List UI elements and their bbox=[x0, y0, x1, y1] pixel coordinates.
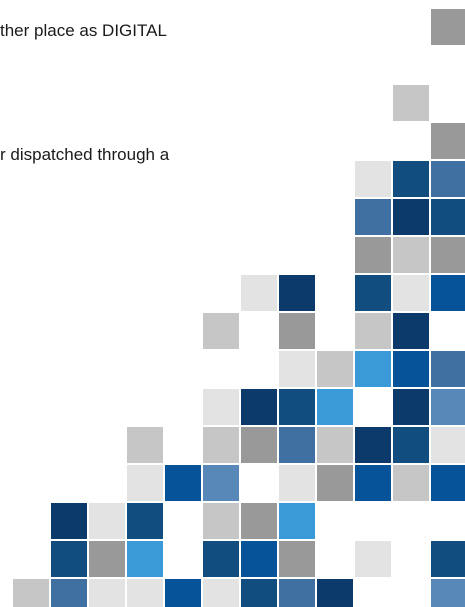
mosaic-tile bbox=[431, 427, 465, 463]
mosaic-tile bbox=[89, 579, 125, 607]
mosaic-tile bbox=[241, 275, 277, 311]
mosaic-tile bbox=[393, 389, 429, 425]
mosaic-tile bbox=[355, 427, 391, 463]
mosaic-tile bbox=[279, 389, 315, 425]
mosaic-tile bbox=[431, 9, 465, 45]
mosaic-tile bbox=[317, 427, 353, 463]
mosaic-tile bbox=[127, 427, 163, 463]
mosaic-tile bbox=[355, 237, 391, 273]
mosaic-tile bbox=[279, 351, 315, 387]
mosaic-tile bbox=[279, 503, 315, 539]
mosaic-tile bbox=[51, 579, 87, 607]
mosaic-tile bbox=[279, 541, 315, 577]
mosaic-tile bbox=[393, 427, 429, 463]
mosaic-tile bbox=[393, 351, 429, 387]
mosaic-tile bbox=[51, 503, 87, 539]
body-text-line-1: ther place as DIGITAL bbox=[0, 21, 167, 40]
mosaic-tile bbox=[165, 465, 201, 501]
mosaic-tile bbox=[127, 465, 163, 501]
body-text-line-2: r dispatched through a bbox=[0, 145, 170, 164]
mosaic-tile bbox=[317, 351, 353, 387]
mosaic-tile bbox=[203, 579, 239, 607]
mosaic-tile bbox=[355, 275, 391, 311]
mosaic-tile bbox=[279, 275, 315, 311]
mosaic-tile bbox=[127, 541, 163, 577]
mosaic-tile bbox=[355, 541, 391, 577]
mosaic-tile bbox=[431, 389, 465, 425]
mosaic-tile bbox=[203, 541, 239, 577]
mosaic-tile bbox=[355, 313, 391, 349]
mosaic-tile bbox=[431, 351, 465, 387]
mosaic-tile bbox=[431, 161, 465, 197]
mosaic-tile bbox=[241, 427, 277, 463]
mosaic-tile bbox=[393, 313, 429, 349]
mosaic-tile bbox=[393, 161, 429, 197]
mosaic-tile bbox=[279, 579, 315, 607]
mosaic-tile bbox=[241, 389, 277, 425]
mosaic-tile bbox=[393, 275, 429, 311]
mosaic-tile bbox=[203, 465, 239, 501]
mosaic-tile bbox=[241, 503, 277, 539]
mosaic-tile bbox=[89, 541, 125, 577]
mosaic-tile bbox=[165, 579, 201, 607]
mosaic-tile bbox=[13, 579, 49, 607]
mosaic-tile bbox=[203, 389, 239, 425]
mosaic-tile bbox=[393, 465, 429, 501]
mosaic-tile bbox=[355, 161, 391, 197]
mosaic-tile bbox=[393, 199, 429, 235]
mosaic-tile bbox=[355, 351, 391, 387]
mosaic-tile bbox=[51, 541, 87, 577]
mosaic-tile bbox=[203, 503, 239, 539]
mosaic-tile bbox=[431, 465, 465, 501]
mosaic-tile bbox=[89, 503, 125, 539]
mosaic-tile bbox=[431, 579, 465, 607]
mosaic-tile bbox=[431, 199, 465, 235]
mosaic-tile bbox=[393, 237, 429, 273]
mosaic-tile bbox=[355, 199, 391, 235]
mosaic-tile bbox=[431, 123, 465, 159]
mosaic-tile bbox=[203, 427, 239, 463]
mosaic-tile bbox=[127, 503, 163, 539]
mosaic-tile bbox=[393, 85, 429, 121]
mosaic-tile bbox=[317, 465, 353, 501]
mosaic-tile bbox=[355, 465, 391, 501]
mosaic-tile bbox=[127, 579, 163, 607]
mosaic-tile bbox=[317, 389, 353, 425]
mosaic-tile bbox=[241, 579, 277, 607]
mosaic-tile bbox=[431, 237, 465, 273]
mosaic-tile bbox=[431, 541, 465, 577]
mosaic-tile bbox=[241, 541, 277, 577]
mosaic-tile bbox=[279, 465, 315, 501]
mosaic-tile bbox=[279, 313, 315, 349]
mosaic-tile bbox=[203, 313, 239, 349]
mosaic-tile bbox=[279, 427, 315, 463]
mosaic-tile bbox=[431, 275, 465, 311]
mosaic-tile bbox=[317, 579, 353, 607]
